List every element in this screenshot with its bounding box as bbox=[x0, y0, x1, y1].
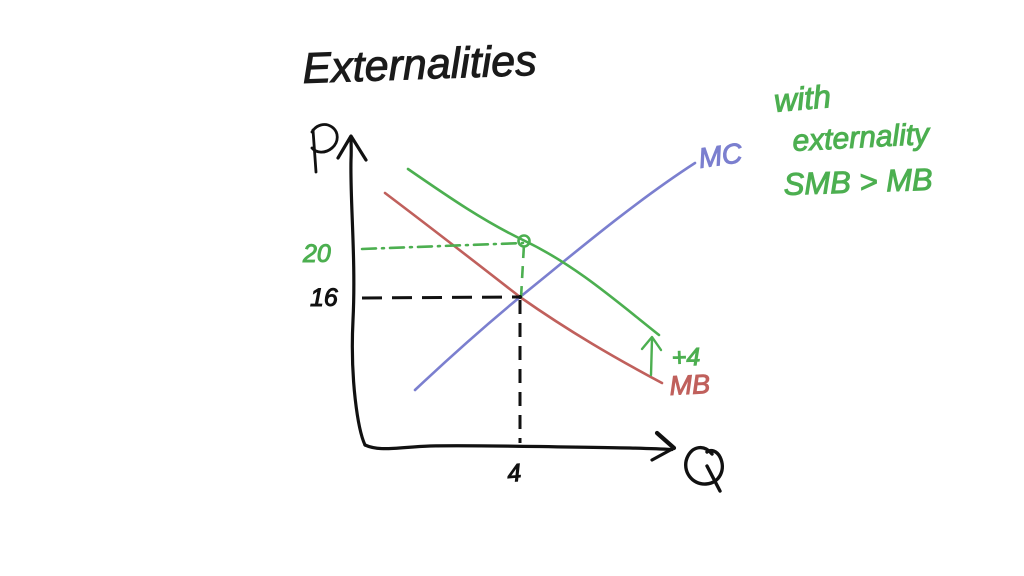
svg-text:20: 20 bbox=[302, 240, 331, 268]
svg-text:MC: MC bbox=[697, 137, 745, 174]
svg-text:MB: MB bbox=[669, 369, 711, 401]
svg-text:with: with bbox=[772, 78, 832, 119]
svg-text:+4: +4 bbox=[671, 343, 700, 372]
svg-text:4: 4 bbox=[506, 459, 522, 488]
svg-text:Externalities: Externalities bbox=[302, 37, 538, 93]
svg-text:16: 16 bbox=[310, 284, 338, 312]
svg-text:SMB > MB: SMB > MB bbox=[783, 162, 933, 202]
svg-text:externality: externality bbox=[792, 118, 932, 158]
